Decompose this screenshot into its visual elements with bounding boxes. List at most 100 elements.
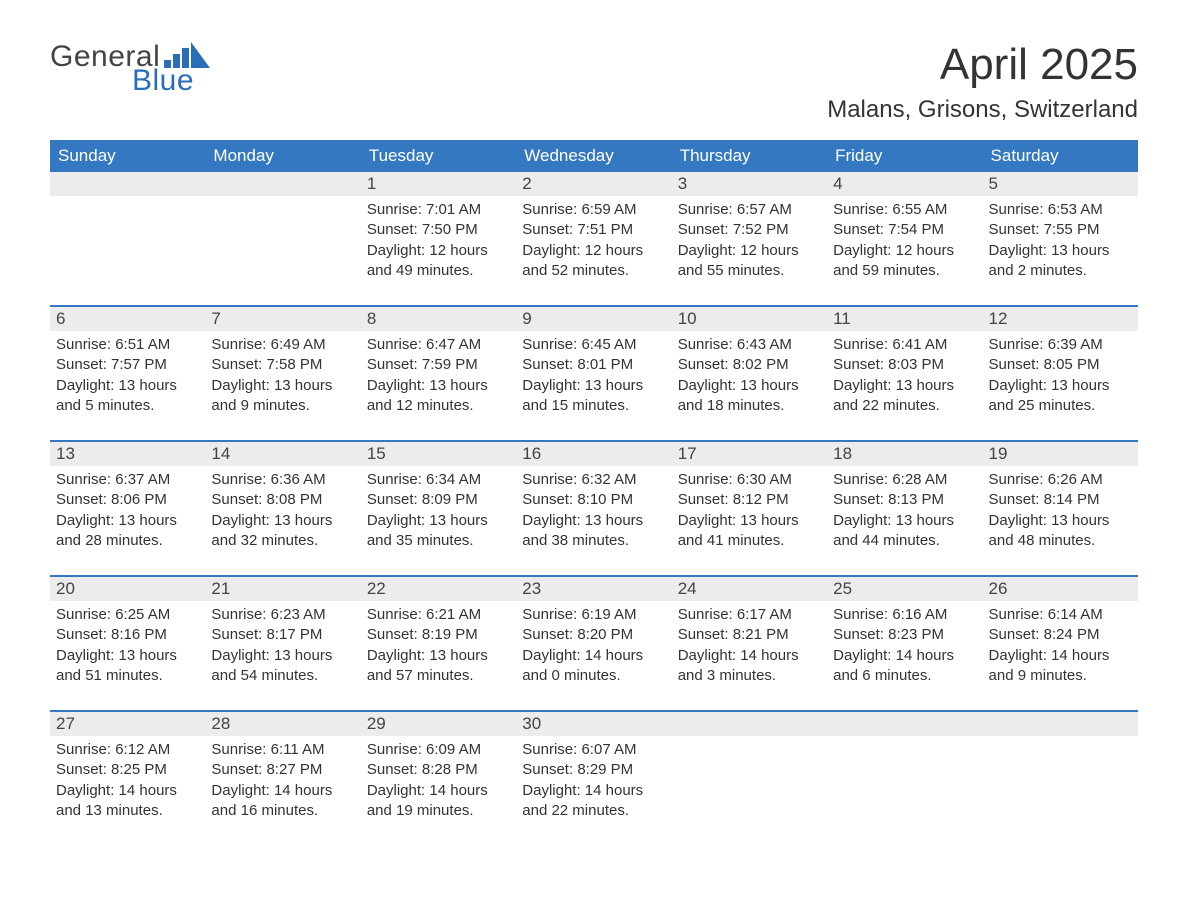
daylight-line-label: Daylight: — [367, 647, 430, 664]
sunset-line-value: 8:06 PM — [111, 491, 167, 508]
day-detail-cell: Sunrise: 6:49 AMSunset: 7:58 PMDaylight:… — [205, 331, 360, 441]
daylight-line-label: Daylight: — [211, 782, 274, 799]
sunrise-line: Sunrise: 6:14 AM — [989, 605, 1132, 625]
sunset-line: Sunset: 8:12 PM — [678, 490, 821, 510]
sunrise-line-label: Sunrise: — [522, 336, 581, 353]
day-detail-cell: Sunrise: 6:23 AMSunset: 8:17 PMDaylight:… — [205, 601, 360, 711]
sunset-line-label: Sunset: — [833, 356, 888, 373]
sunset-line-value: 7:58 PM — [266, 356, 322, 373]
sunrise-line-value: 6:30 AM — [737, 471, 792, 488]
sunrise-line: Sunrise: 6:51 AM — [56, 335, 199, 355]
day-detail-cell: Sunrise: 6:17 AMSunset: 8:21 PMDaylight:… — [672, 601, 827, 711]
day-detail-cell: Sunrise: 6:32 AMSunset: 8:10 PMDaylight:… — [516, 466, 671, 576]
sunset-line-value: 8:23 PM — [888, 626, 944, 643]
daylight-line: Daylight: 13 hours and 5 minutes. — [56, 376, 199, 417]
sunset-line-label: Sunset: — [989, 491, 1044, 508]
sunset-line-value: 8:08 PM — [266, 491, 322, 508]
day-number: 14 — [211, 444, 230, 463]
sunrise-line: Sunrise: 6:12 AM — [56, 740, 199, 760]
sunrise-line-value: 6:12 AM — [115, 741, 170, 758]
day-detail-cell: Sunrise: 6:57 AMSunset: 7:52 PMDaylight:… — [672, 196, 827, 306]
sunset-line-label: Sunset: — [833, 626, 888, 643]
sunrise-line-value: 6:39 AM — [1048, 336, 1103, 353]
sunrise-line-label: Sunrise: — [211, 741, 270, 758]
sunset-line-value: 7:55 PM — [1044, 221, 1100, 238]
sunset-line-value: 8:29 PM — [577, 761, 633, 778]
day-detail-cell: Sunrise: 6:14 AMSunset: 8:24 PMDaylight:… — [983, 601, 1138, 711]
day-number-cell: 21 — [205, 577, 360, 601]
sunrise-line: Sunrise: 6:45 AM — [522, 335, 665, 355]
sunrise-line-label: Sunrise: — [989, 471, 1048, 488]
day-detail-cell — [205, 196, 360, 306]
day-number-cell: 4 — [827, 172, 982, 196]
col-wednesday: Wednesday — [516, 140, 671, 172]
sunrise-line-label: Sunrise: — [56, 471, 115, 488]
sunset-line: Sunset: 7:55 PM — [989, 220, 1132, 240]
day-detail-cell: Sunrise: 6:55 AMSunset: 7:54 PMDaylight:… — [827, 196, 982, 306]
day-number-cell: 3 — [672, 172, 827, 196]
day-number-cell: 27 — [50, 712, 205, 736]
sunset-line-value: 8:28 PM — [422, 761, 478, 778]
daylight-line-label: Daylight: — [56, 782, 119, 799]
day-number: 30 — [522, 714, 541, 733]
sunset-line-value: 8:27 PM — [266, 761, 322, 778]
daylight-line: Daylight: 13 hours and 15 minutes. — [522, 376, 665, 417]
daylight-line: Daylight: 13 hours and 57 minutes. — [367, 646, 510, 687]
sunrise-line-label: Sunrise: — [56, 741, 115, 758]
daylight-line: Daylight: 12 hours and 49 minutes. — [367, 241, 510, 282]
daylight-line-label: Daylight: — [367, 512, 430, 529]
day-number-cell: 17 — [672, 442, 827, 466]
daylight-line-label: Daylight: — [211, 377, 274, 394]
daylight-line: Daylight: 13 hours and 12 minutes. — [367, 376, 510, 417]
sunrise-line: Sunrise: 6:30 AM — [678, 470, 821, 490]
day-detail-cell: Sunrise: 6:37 AMSunset: 8:06 PMDaylight:… — [50, 466, 205, 576]
sunrise-line: Sunrise: 6:09 AM — [367, 740, 510, 760]
sunset-line-label: Sunset: — [678, 356, 733, 373]
sunset-line-label: Sunset: — [211, 491, 266, 508]
daylight-line: Daylight: 14 hours and 16 minutes. — [211, 781, 354, 822]
daylight-line: Daylight: 13 hours and 54 minutes. — [211, 646, 354, 687]
sunrise-line: Sunrise: 7:01 AM — [367, 200, 510, 220]
month-title: April 2025 — [827, 40, 1138, 90]
sunset-line-value: 8:12 PM — [733, 491, 789, 508]
daylight-line-label: Daylight: — [211, 512, 274, 529]
sunset-line-label: Sunset: — [678, 221, 733, 238]
day-number-cell: 8 — [361, 307, 516, 331]
day-number-cell: 10 — [672, 307, 827, 331]
sunrise-line-value: 6:55 AM — [892, 201, 947, 218]
daynum-row: 13141516171819 — [50, 442, 1138, 466]
sunrise-line-value: 6:17 AM — [737, 606, 792, 623]
col-thursday: Thursday — [672, 140, 827, 172]
sunrise-line-label: Sunrise: — [522, 201, 581, 218]
sunrise-line: Sunrise: 6:34 AM — [367, 470, 510, 490]
sunrise-line: Sunrise: 6:39 AM — [989, 335, 1132, 355]
sunrise-line: Sunrise: 6:19 AM — [522, 605, 665, 625]
sunset-line-value: 8:19 PM — [422, 626, 478, 643]
sunrise-line-value: 6:07 AM — [581, 741, 636, 758]
sunrise-line: Sunrise: 6:28 AM — [833, 470, 976, 490]
sunset-line-label: Sunset: — [989, 626, 1044, 643]
sunset-line-value: 8:14 PM — [1044, 491, 1100, 508]
sunset-line: Sunset: 8:21 PM — [678, 625, 821, 645]
daylight-line: Daylight: 13 hours and 35 minutes. — [367, 511, 510, 552]
sunrise-line: Sunrise: 6:32 AM — [522, 470, 665, 490]
sunset-line: Sunset: 7:54 PM — [833, 220, 976, 240]
sunset-line: Sunset: 7:57 PM — [56, 355, 199, 375]
day-detail-cell: Sunrise: 6:39 AMSunset: 8:05 PMDaylight:… — [983, 331, 1138, 441]
sunrise-line-value: 6:59 AM — [581, 201, 636, 218]
day-number-cell: 2 — [516, 172, 671, 196]
sunrise-line-value: 6:21 AM — [426, 606, 481, 623]
sunset-line: Sunset: 8:01 PM — [522, 355, 665, 375]
daylight-line: Daylight: 14 hours and 0 minutes. — [522, 646, 665, 687]
daylight-line: Daylight: 13 hours and 28 minutes. — [56, 511, 199, 552]
day-number: 23 — [522, 579, 541, 598]
sunset-line-value: 8:25 PM — [111, 761, 167, 778]
daylight-line: Daylight: 12 hours and 55 minutes. — [678, 241, 821, 282]
day-detail-cell — [827, 736, 982, 845]
day-number-cell: 1 — [361, 172, 516, 196]
daylight-line: Daylight: 13 hours and 38 minutes. — [522, 511, 665, 552]
day-number-cell: 13 — [50, 442, 205, 466]
sunrise-line-value: 6:45 AM — [581, 336, 636, 353]
day-number: 1 — [367, 174, 376, 193]
day-number-cell — [827, 712, 982, 736]
